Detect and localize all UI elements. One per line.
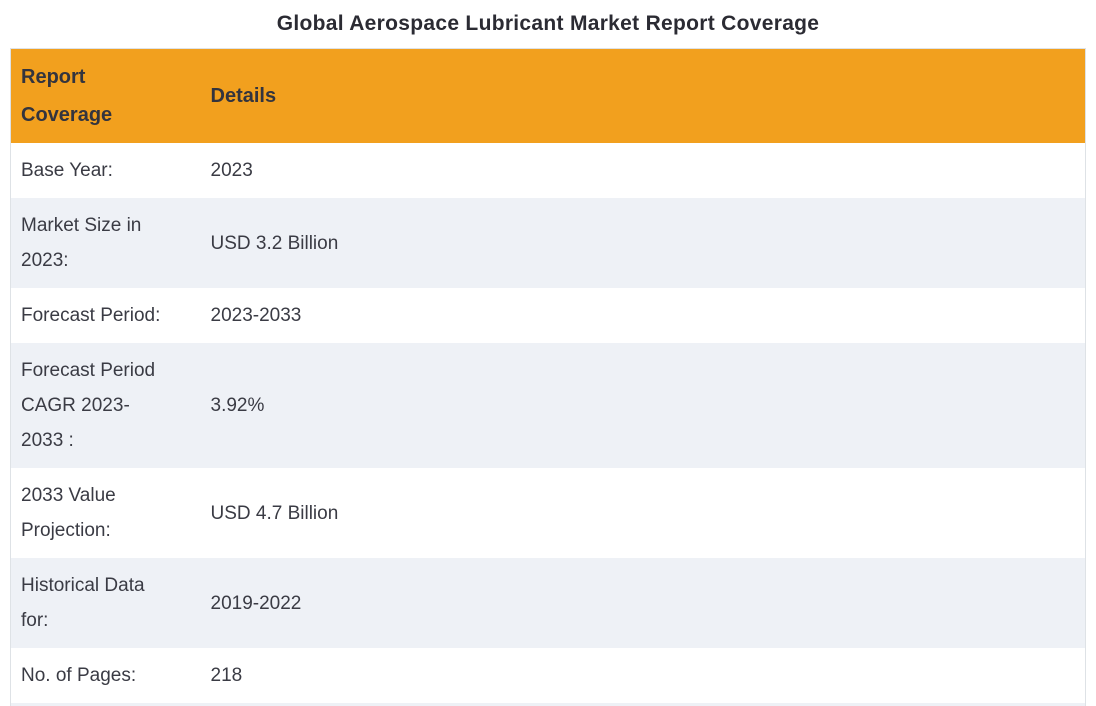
row-label: Forecast Period: xyxy=(21,305,161,326)
report-coverage-table: Report Coverage Details Base Year: 2023 … xyxy=(10,48,1086,706)
row-label: 2033 Value Projection: xyxy=(21,485,116,541)
table-row-partial xyxy=(10,703,1086,706)
table-body: Base Year: 2023 Market Size in 2023: USD… xyxy=(10,143,1086,706)
row-label: No. of Pages: xyxy=(21,665,137,686)
table-row: Historical Data for: 2019-2022 xyxy=(10,558,1086,648)
page-title: Global Aerospace Lubricant Market Report… xyxy=(276,12,820,35)
row-label: Market Size in 2023: xyxy=(21,215,142,271)
table-row: Forecast Period: 2023-2033 xyxy=(10,288,1086,343)
row-value: 2019-2022 xyxy=(210,592,302,614)
row-value: 2023-2033 xyxy=(210,305,302,326)
table-header: Report Coverage Details xyxy=(10,48,1086,143)
table-row: Base Year: 2023 xyxy=(10,143,1086,198)
table-row: Market Size in 2023: USD 3.2 Billion xyxy=(10,198,1086,288)
row-label: Forecast Period CAGR 2023-2033 : xyxy=(21,360,156,451)
row-label: Base Year: xyxy=(21,160,113,181)
column-header-details: Details xyxy=(200,48,1086,143)
row-label: Historical Data for: xyxy=(21,575,145,631)
column-header-report-coverage: Report Coverage xyxy=(10,48,201,143)
row-value: 2023 xyxy=(210,160,253,181)
table-row: 2033 Value Projection: USD 4.7 Billion xyxy=(10,468,1086,558)
table-row: No. of Pages: 218 xyxy=(10,648,1086,703)
table-header-row: Report Coverage Details xyxy=(10,48,1086,143)
row-value: USD 3.2 Billion xyxy=(210,232,339,254)
table-row: Forecast Period CAGR 2023-2033 : 3.92% xyxy=(10,343,1086,468)
row-value: 218 xyxy=(210,665,243,686)
row-value: 3.92% xyxy=(210,395,265,416)
row-value: USD 4.7 Billion xyxy=(210,502,339,524)
